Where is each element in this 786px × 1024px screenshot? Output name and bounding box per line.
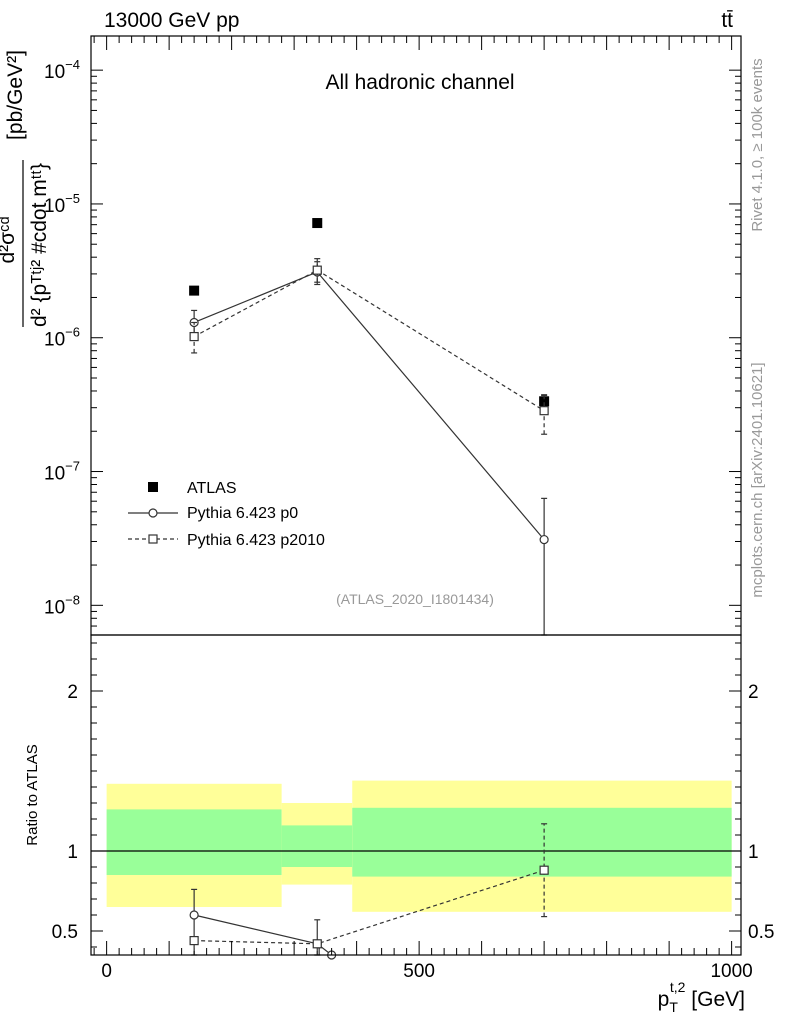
ratio-uncertainty-bands (106, 780, 732, 912)
main-series-1-point-2 (539, 534, 549, 545)
ratio-ytick-label-left-2: 2 (67, 682, 78, 703)
ratio-band-green-0 (106, 809, 282, 875)
main-series-2-point-1 (312, 265, 322, 275)
xtick-label-2: 1000 (710, 961, 752, 982)
main-series-2-line (193, 269, 545, 412)
legend-label-p0: Pythia 6.423 p0 (187, 505, 298, 522)
main-ytick-exponent: −5 (65, 191, 80, 206)
x-label-sub: T (669, 999, 678, 1015)
main-ytick-label-4: 10−4 (44, 57, 80, 83)
ratio-series-1-point-2 (539, 865, 549, 875)
main-ytick-exponent: −4 (65, 57, 80, 72)
main-ytick-exponent: −8 (65, 592, 80, 607)
legend-marker-p2010 (148, 534, 158, 544)
main-ytick-label-1: 10−7 (44, 459, 80, 485)
axis-ticks: 10−810−710−610−510−40.5 0.51 12 20 500 1000 (44, 36, 774, 982)
legend-marker-p0 (148, 508, 158, 518)
header-collision-label: 13000 GeV pp (104, 9, 239, 32)
y-label-unit: [pb/GeV²] (4, 50, 27, 140)
analysis-label: (ATLAS_2020_I1801434) (336, 591, 494, 607)
ratio-band-green-2 (352, 807, 732, 877)
main-ytick-mantissa: 10 (44, 597, 65, 618)
plot-title: All hadronic channel (325, 71, 514, 94)
ratio-ytick-label-left-0: 0.5 (52, 922, 78, 943)
x-axis-label: pTt,2 [GeV] (658, 979, 745, 1015)
y-label-numerator: d²σᶜᵈ (0, 216, 19, 263)
main-series-2-point-0 (189, 331, 199, 342)
ratio-ytick-label-right-1: 1 (748, 842, 759, 863)
main-ytick-exponent: −7 (65, 459, 80, 474)
header-process-label: tt̄ (721, 9, 733, 32)
main-ytick-mantissa: 10 (44, 464, 65, 485)
ratio-panel-frame (90, 634, 742, 956)
main-ytick-mantissa: 10 (44, 62, 65, 83)
mcplots-label: mcplots.cern.ch [arXiv:2401.10621] (749, 362, 766, 597)
x-label-p: p (658, 988, 670, 1011)
main-ytick-label-0: 10−8 (44, 592, 80, 618)
xtick-label-0: 0 (101, 961, 112, 982)
main-series-0-point-1 (312, 218, 323, 229)
x-label-sup: t,2 (670, 979, 686, 995)
main-ytick-mantissa: 10 (44, 196, 65, 217)
x-label-unit: [GeV] (685, 988, 745, 1011)
main-ytick-label-3: 10−5 (44, 191, 80, 217)
ratio-series-0-point-0 (189, 910, 199, 920)
xtick-label-1: 500 (403, 961, 435, 982)
rivet-label: Rivet 4.1.0, ≥ 100k events (749, 58, 766, 231)
main-series-1-line (193, 271, 545, 540)
ratio-y-axis-label: Ratio to ATLAS (24, 744, 41, 845)
ratio-series-1-point-1 (312, 939, 322, 949)
ratio-band-green-1 (281, 825, 353, 867)
main-y-axis-label: d²σᶜᵈ d² {pᵀᵗʲ² #cdot mᵗᵗ} [pb/GeV²] (0, 50, 51, 327)
y-label-denominator: d² {pᵀᵗʲ² #cdot mᵗᵗ} (28, 163, 51, 327)
main-ytick-mantissa: 10 (44, 330, 65, 351)
main-series-0-point-2 (539, 396, 550, 407)
legend-marker-atlas (148, 482, 158, 492)
ratio-series-0-line (193, 914, 332, 956)
main-series (189, 218, 550, 636)
legend-label-atlas: ATLAS (187, 480, 237, 497)
ratio-ytick-label-right-2: 2 (748, 682, 759, 703)
ratio-series-1-line (194, 869, 545, 945)
main-series-2-point-2 (539, 406, 549, 416)
ratio-ytick-label-right-0: 0.5 (748, 922, 774, 943)
main-ytick-label-2: 10−6 (44, 325, 80, 351)
main-ytick-exponent: −6 (65, 325, 80, 340)
ratio-ytick-label-left-1: 1 (67, 842, 78, 863)
panel-frames (90, 35, 742, 956)
legend: ATLAS Pythia 6.423 p0 Pythia 6.423 p2010 (128, 480, 325, 549)
main-series-0-point-0 (189, 285, 200, 296)
legend-label-p2010: Pythia 6.423 p2010 (187, 532, 325, 549)
ratio-series-1-point-0 (189, 935, 199, 946)
